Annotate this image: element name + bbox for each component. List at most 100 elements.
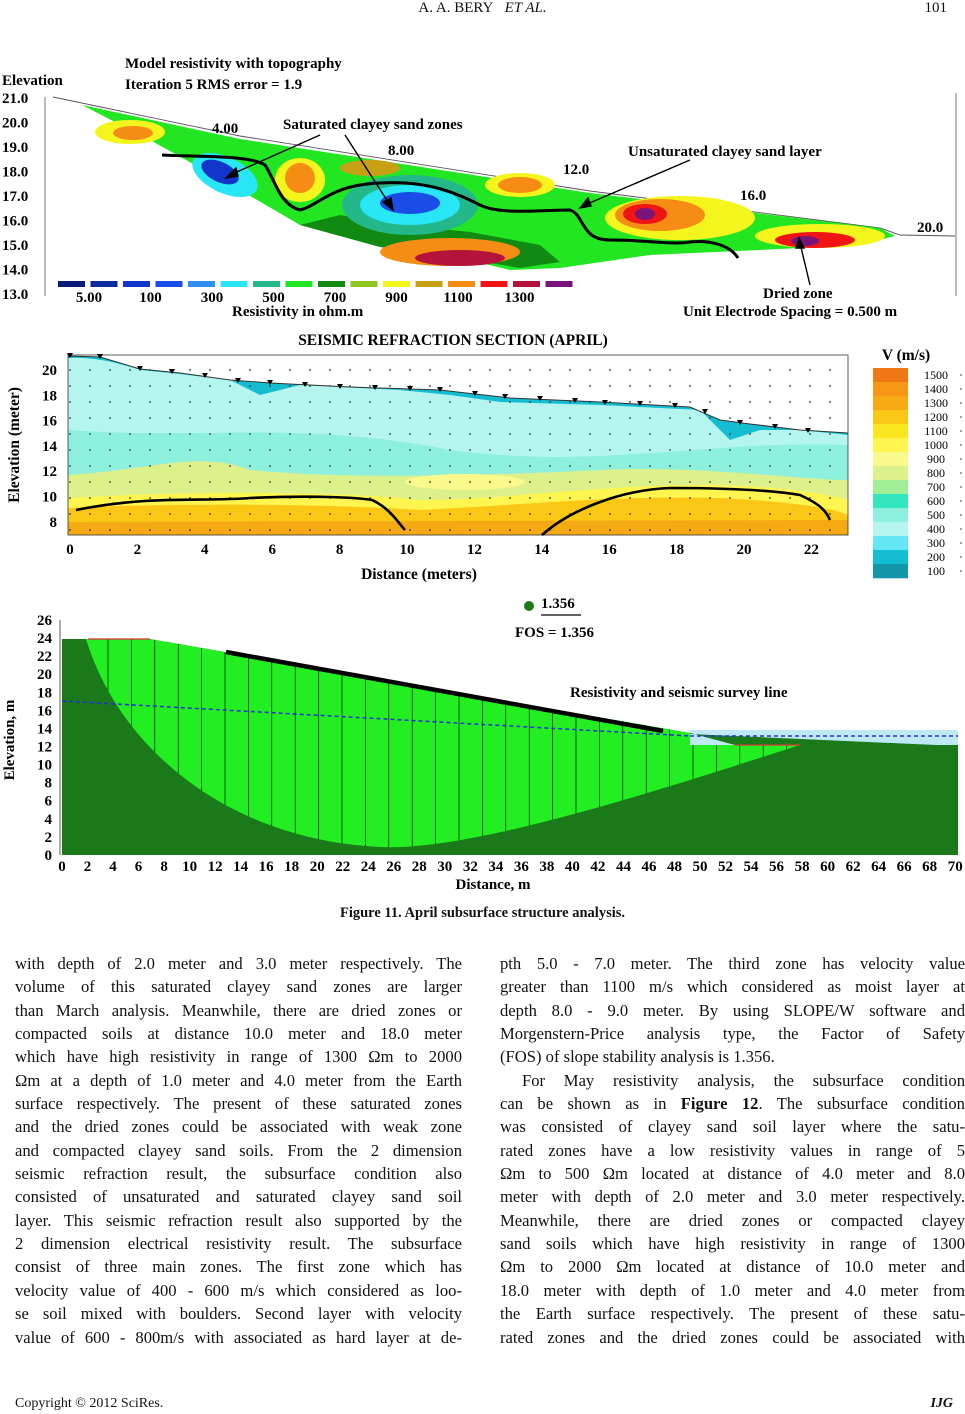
slope-y-tick: 6 bbox=[45, 794, 53, 810]
slope-y-tick: 0 bbox=[45, 848, 53, 864]
velocity-swatch bbox=[873, 368, 908, 383]
velocity-color-legend: 1500140013001200110010009008007006005004… bbox=[873, 368, 962, 579]
slope-x-tick: 14 bbox=[233, 859, 249, 875]
legend-label: 300 bbox=[201, 290, 224, 306]
geophone-marker-icon bbox=[372, 385, 378, 390]
text-line: rated zones and the dried zones could be… bbox=[500, 1327, 965, 1347]
figure-12-reference[interactable]: Figure 12 bbox=[680, 1094, 759, 1114]
slope-x-tick: 62 bbox=[846, 859, 861, 875]
slope-x-tick: 8 bbox=[160, 859, 168, 875]
seismic-y-tick: 20 bbox=[42, 363, 57, 379]
svg-text:12.0: 12.0 bbox=[563, 162, 589, 178]
legend-tick-dot bbox=[960, 570, 962, 572]
text-line: Ωm to 500 Ωm located at distance of 4.0 … bbox=[500, 1164, 965, 1184]
resistivity-subtitle: Iteration 5 RMS error = 1.9 bbox=[125, 77, 302, 93]
seismic-x-tick: 8 bbox=[336, 542, 344, 558]
geophone-marker-icon bbox=[169, 369, 175, 374]
seismic-x-tick: 22 bbox=[804, 542, 819, 558]
slope-y-tick: 16 bbox=[37, 703, 53, 719]
resistivity-legend-title: Resistivity in ohm.m bbox=[232, 304, 364, 320]
slope-y-tick: 2 bbox=[45, 830, 53, 846]
slope-x-tick: 2 bbox=[84, 859, 92, 875]
saturated-zones-label: Saturated clayey sand zones bbox=[283, 117, 463, 133]
geophone-marker-icon bbox=[202, 373, 208, 378]
text-segment: can be shown as in bbox=[500, 1094, 681, 1114]
fos-marker-icon bbox=[524, 601, 534, 611]
legend-tick-dot bbox=[960, 542, 962, 544]
geophone-marker-icon bbox=[437, 387, 443, 392]
seismic-x-tick: 4 bbox=[201, 542, 209, 558]
geophone-marker-icon bbox=[235, 378, 241, 383]
velocity-swatch bbox=[873, 536, 908, 551]
elevation-tick-label: 19.0 bbox=[2, 140, 28, 156]
text-line: Ωm to 2000 Ωm located at distance of 10.… bbox=[500, 1257, 965, 1277]
text-line: depth 8.0 - 9.0 meter. By using SLOPE/W … bbox=[500, 1000, 965, 1020]
velocity-legend-label: 500 bbox=[927, 508, 945, 522]
geophone-marker-icon bbox=[702, 409, 708, 414]
slope-x-tick: 10 bbox=[182, 859, 197, 875]
geophone-marker-icon bbox=[637, 401, 643, 406]
geophone-marker-icon bbox=[805, 428, 811, 433]
legend-label: 5.00 bbox=[76, 290, 102, 306]
slope-y-tick: 4 bbox=[45, 812, 53, 828]
geophone-marker-icon bbox=[602, 400, 608, 405]
slope-x-tick: 26 bbox=[386, 859, 402, 875]
slope-x-tick: 34 bbox=[488, 859, 504, 875]
text-segment: . The subsurface condition bbox=[758, 1094, 965, 1114]
legend-swatch bbox=[90, 281, 118, 287]
text-line: and compacted clayey sand soils. From th… bbox=[15, 1140, 462, 1160]
geophone-marker-icon bbox=[407, 386, 413, 391]
slope-x-tick: 48 bbox=[667, 859, 682, 875]
slope-x-tick: 28 bbox=[412, 859, 427, 875]
electrode-distance-labels: 4.00 8.00 12.0 16.0 20.0 bbox=[212, 121, 943, 236]
legend-swatch bbox=[383, 281, 410, 287]
legend-tick-dot bbox=[960, 444, 962, 446]
slope-x-tick: 58 bbox=[795, 859, 810, 875]
seismic-x-tick: 2 bbox=[134, 542, 142, 558]
velocity-swatch bbox=[873, 424, 908, 439]
header-authors: A. A. BERY bbox=[418, 0, 494, 16]
legend-label: 700 bbox=[324, 290, 347, 306]
elevation-ticks: 21.0 20.0 19.0 18.0 17.0 16.0 15.0 14.0 13.0 bbox=[2, 91, 28, 303]
seismic-x-tick: 14 bbox=[534, 542, 550, 558]
elevation-tick-label: 15.0 bbox=[2, 238, 28, 254]
slope-x-tick: 4 bbox=[109, 859, 117, 875]
legend-swatch bbox=[220, 281, 248, 287]
text-line: Meanwhile, there are dried zones or comp… bbox=[500, 1210, 965, 1230]
velocity-swatch bbox=[873, 466, 908, 481]
velocity-swatch bbox=[873, 480, 908, 495]
geophone-marker-icon bbox=[137, 366, 143, 371]
geophone-marker-icon bbox=[337, 384, 343, 389]
fos-marker-label: 1.356 bbox=[541, 596, 575, 612]
svg-text:16.0: 16.0 bbox=[740, 188, 766, 204]
geophone-marker-icon bbox=[472, 391, 478, 396]
text-line: layer. This seismic refraction result al… bbox=[15, 1210, 462, 1230]
velocity-legend-label: 800 bbox=[927, 466, 945, 480]
legend-swatch bbox=[285, 281, 313, 287]
resistivity-color-legend: 5.00 100 300 500 700 900 1100 1300 bbox=[58, 281, 573, 306]
slope-x-tick: 60 bbox=[820, 859, 835, 875]
elevation-tick-label: 17.0 bbox=[2, 189, 28, 205]
legend-swatch bbox=[58, 281, 85, 287]
geophone-marker-icon bbox=[772, 424, 778, 429]
svg-text:4.00: 4.00 bbox=[212, 121, 238, 137]
text-line: the Earth surface respectively. The pres… bbox=[500, 1304, 965, 1324]
seismic-x-tick: 0 bbox=[66, 542, 74, 558]
geophone-marker-icon bbox=[572, 398, 578, 403]
geophone-marker-icon bbox=[267, 380, 273, 385]
elevation-axis-title: Elevation bbox=[2, 73, 63, 89]
slope-distance-ticks: 0 2 4 6 8 10 12 14 16 18 20 22 24 26 28 30 32 34 36 38 40 42 4… bbox=[58, 859, 962, 875]
velocity-swatch bbox=[873, 550, 908, 565]
velocity-legend-label: 1400 bbox=[924, 382, 948, 396]
seismic-y-tick: 14 bbox=[42, 439, 58, 455]
text-line: value of 600 - 800m/s with associated as… bbox=[15, 1327, 462, 1347]
velocity-swatch bbox=[873, 564, 908, 579]
geophone-marker-icon bbox=[97, 354, 103, 359]
text-line: se soil mixed with boulders. Second laye… bbox=[15, 1304, 462, 1324]
layer-boundary-left bbox=[75, 495, 406, 531]
legend-tick-dot bbox=[960, 430, 962, 432]
page-number: 101 bbox=[924, 0, 948, 16]
copyright: Copyright © 2012 SciRes. bbox=[15, 1396, 164, 1411]
seismic-x-tick: 6 bbox=[268, 542, 276, 558]
